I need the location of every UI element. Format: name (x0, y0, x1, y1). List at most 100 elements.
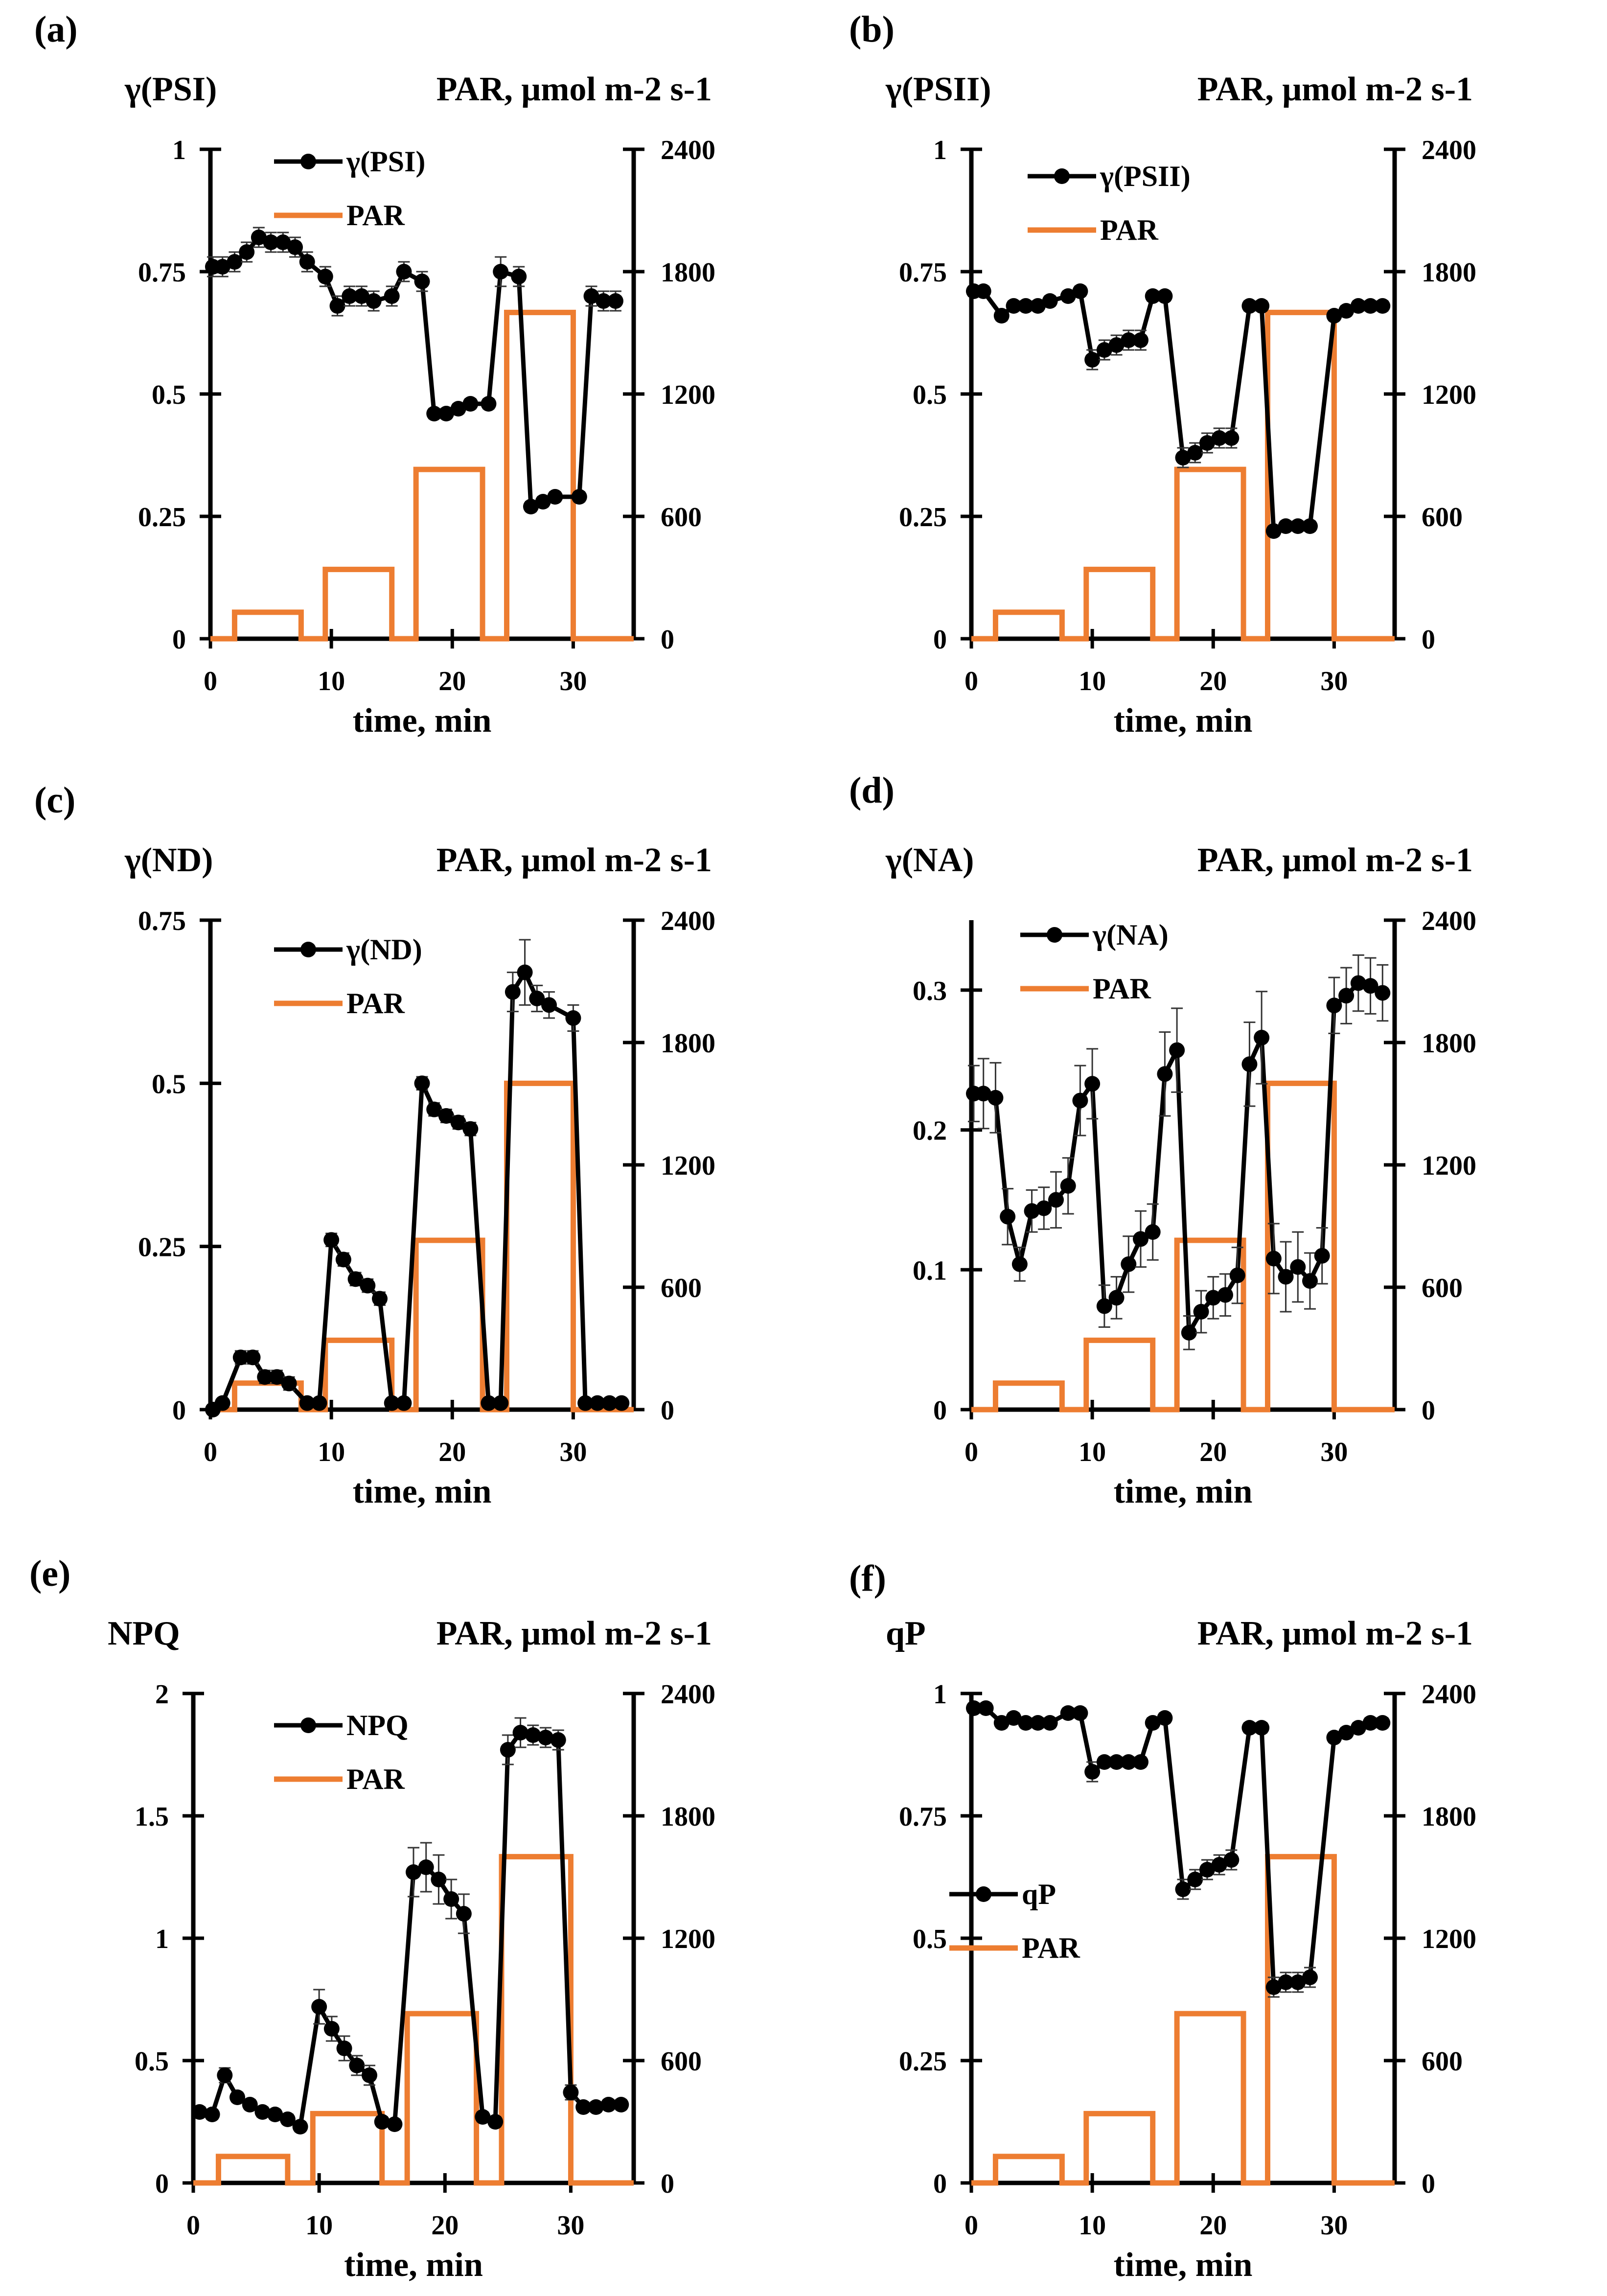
y-tick-label: 0 (172, 625, 186, 655)
data-point (1265, 1979, 1282, 1995)
par-line (210, 309, 634, 642)
data-point (1133, 332, 1148, 348)
data-point (541, 997, 557, 1013)
data-point (232, 1349, 249, 1366)
y-tick-label: 0 (172, 1395, 186, 1426)
data-point (1375, 985, 1391, 1001)
x-tick-label: 20 (1199, 666, 1227, 696)
y2-tick-label: 2400 (1422, 906, 1476, 936)
data-point (230, 2089, 245, 2105)
legend: γ(NA) PAR (1020, 919, 1169, 1005)
par-line (971, 309, 1395, 642)
x-tick-label: 30 (1320, 666, 1348, 696)
data-point (387, 2116, 403, 2132)
legend: γ(ND) PAR (274, 933, 422, 1020)
data-point (396, 264, 412, 279)
data-point (438, 406, 454, 421)
data-point (517, 964, 533, 980)
data-point (481, 1395, 497, 1411)
panel-label: (b) (849, 9, 895, 50)
data-point (362, 2067, 377, 2083)
data-point (1265, 1251, 1282, 1267)
data-point (1290, 518, 1306, 534)
panel-label: (c) (34, 780, 75, 821)
data-point (993, 308, 1010, 324)
y-tick-label: 0.25 (899, 502, 947, 533)
x-tick-label: 30 (559, 666, 587, 696)
data-point (965, 1700, 982, 1716)
data-point (418, 1859, 434, 1875)
data-point (1096, 1298, 1112, 1314)
y2-tick-label: 1800 (1422, 1802, 1476, 1832)
y-tick-label: 0.25 (138, 502, 186, 533)
data-point (1302, 518, 1318, 534)
data-point (456, 1906, 472, 1922)
y2-tick-label: 600 (1422, 502, 1463, 533)
y-tick-label: 0.75 (138, 906, 186, 936)
x-tick-label: 0 (964, 666, 978, 696)
y-tick-label: 0 (933, 1395, 947, 1426)
data-point (1229, 1267, 1245, 1283)
data-point (1145, 288, 1161, 304)
data-point (227, 254, 243, 270)
legend-par-label: PAR (346, 1763, 405, 1795)
data-point (1145, 1715, 1161, 1731)
data-point (1187, 1872, 1203, 1887)
x-tick-label: 10 (318, 666, 345, 696)
y-tick-label: 1 (933, 1679, 947, 1710)
y-tick-label: 0.5 (135, 2046, 169, 2077)
legend-par-label: PAR (346, 987, 405, 1020)
data-point (1096, 1754, 1112, 1770)
data-point (281, 1375, 297, 1392)
data-point (1193, 1304, 1209, 1320)
data-point (323, 1232, 340, 1248)
data-point (1326, 308, 1342, 324)
data-point (493, 264, 509, 279)
x-tick-label: 10 (1079, 1437, 1106, 1467)
y-axis-title: γ(PSII) (885, 70, 991, 108)
data-point (349, 2058, 365, 2073)
data-point (987, 1090, 1004, 1106)
legend: γ(PSI) PAR (274, 145, 425, 232)
panel-d: (d) γ(NA) PAR, μmol m-2 s-1 0 0.1 0.2 0.3 0 600 1… (849, 770, 1476, 1510)
data-point (1121, 1256, 1137, 1272)
panel-label: (e) (29, 1553, 70, 1594)
data-point (426, 1101, 442, 1117)
y-tick-label: 0.5 (152, 380, 186, 410)
data-point (1060, 1705, 1076, 1721)
data-point (1375, 298, 1391, 314)
y-tick-label: 0.25 (899, 2046, 947, 2077)
series-line (212, 234, 616, 510)
data-point (1199, 435, 1215, 451)
data-point (1211, 430, 1227, 446)
y2-tick-label: 0 (661, 2169, 674, 2199)
data-point (563, 2085, 579, 2100)
y2-axis-title: PAR, μmol m-2 s-1 (1197, 70, 1473, 108)
data-point (596, 293, 612, 309)
legend-series-label: γ(NA) (1092, 919, 1169, 951)
data-point (426, 406, 442, 421)
panel-label: (d) (849, 770, 895, 811)
data-point (1018, 298, 1034, 314)
data-point (1362, 298, 1378, 314)
data-point (583, 288, 599, 304)
legend-series-marker (976, 1886, 991, 1902)
x-tick-label: 20 (438, 1437, 466, 1467)
data-point (1157, 1066, 1173, 1082)
panel-label: (f) (849, 1558, 886, 1599)
y-axis-title: γ(PSI) (124, 70, 217, 108)
data-point (217, 2067, 233, 2083)
data-point (613, 2097, 629, 2112)
data-point (1338, 1725, 1354, 1740)
data-point (1030, 298, 1046, 314)
par-line (210, 1080, 634, 1413)
data-point (500, 1742, 516, 1758)
x-tick-label: 10 (318, 1437, 345, 1467)
y-axis-title: qP (886, 1615, 926, 1652)
data-point (257, 1369, 273, 1385)
y-tick-label: 0 (155, 2169, 169, 2199)
data-point (975, 283, 991, 299)
data-point (529, 991, 545, 1006)
y2-tick-label: 2400 (661, 135, 715, 165)
y2-tick-label: 1200 (661, 1151, 715, 1181)
